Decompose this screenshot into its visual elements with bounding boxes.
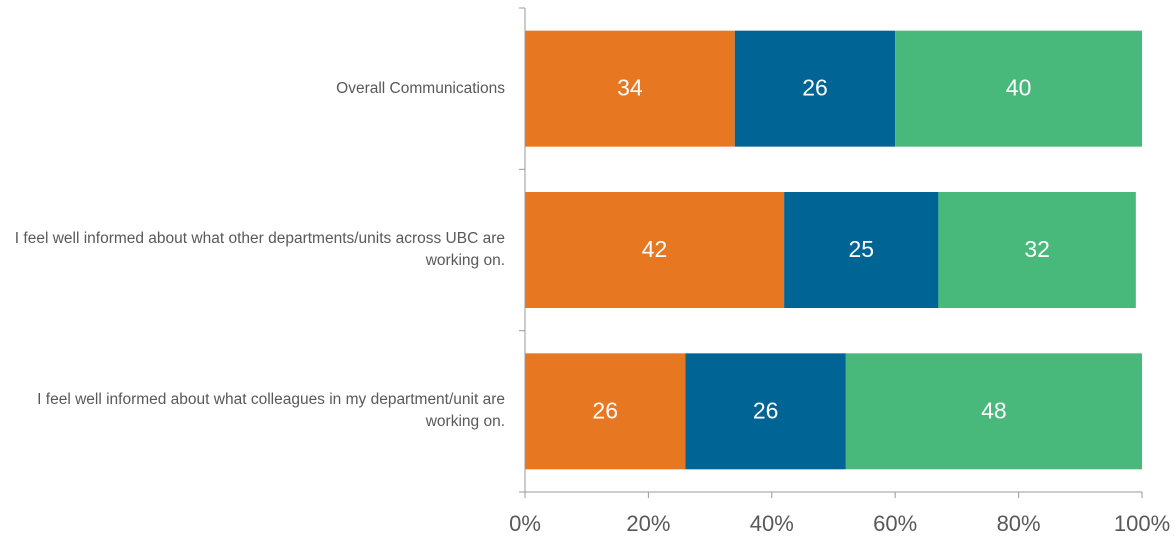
data-label: 26 [592, 397, 618, 423]
x-tick-label: 20% [626, 511, 670, 536]
category-label: I feel well informed about what other de… [14, 230, 505, 269]
bar-segment [784, 192, 939, 308]
x-tick-label: 100% [1114, 511, 1170, 536]
bar-segment [685, 353, 846, 470]
bar-segment [938, 192, 1136, 308]
bar-segment [525, 353, 686, 470]
category-label: Overall Communications [336, 79, 505, 97]
bar-segment [525, 192, 785, 308]
data-label: 25 [848, 236, 874, 262]
data-label: 32 [1024, 236, 1050, 262]
data-label: 40 [1006, 75, 1032, 101]
x-tick-label: 0% [509, 511, 541, 536]
bar-segment [734, 30, 896, 147]
category-label: I feel well informed about what colleagu… [37, 391, 505, 431]
x-tick-label: 60% [873, 511, 917, 536]
data-label: 26 [753, 397, 779, 423]
data-label: 42 [642, 236, 668, 262]
data-label: 48 [981, 397, 1007, 423]
x-tick-label: 40% [750, 511, 794, 536]
bar-segment [845, 353, 1142, 470]
bar-segment [895, 30, 1142, 147]
data-label: 34 [617, 75, 643, 101]
x-tick-label: 80% [997, 511, 1041, 536]
data-label: 26 [802, 75, 828, 101]
bar-segment [525, 30, 735, 147]
